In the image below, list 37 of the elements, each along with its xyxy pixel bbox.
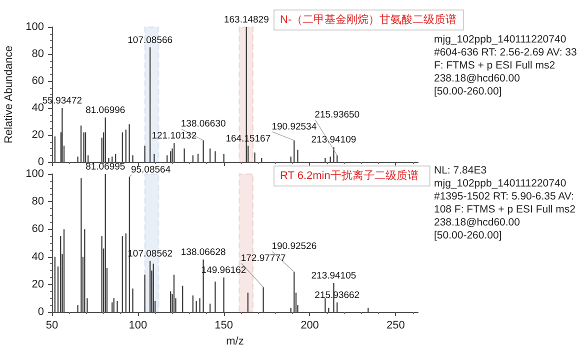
annotation: RT 6.2min干扰离子二级质谱: [280, 169, 418, 182]
x-tick-label: 100: [128, 320, 148, 332]
y-axis-title: Relative Abundance: [3, 46, 16, 144]
annotation: 81.06996: [86, 104, 126, 116]
annotation: 172.97777: [240, 253, 286, 264]
annotation: 95.08564: [130, 164, 171, 176]
x-axis-title: m/z: [226, 335, 244, 348]
annotation: 213.94109: [311, 134, 356, 146]
y-tick-label: 60: [32, 75, 44, 87]
annotation: 107.08566: [128, 34, 173, 46]
annotation: 215.93650: [314, 109, 360, 120]
x-tick-label: 150: [214, 320, 234, 332]
y-tick-label: 100: [26, 21, 44, 33]
text: N-（二甲基金刚烷）甘氨酸二级质谱: [280, 13, 457, 26]
x-tick-label: 200: [300, 320, 319, 332]
y-tick-label: 40: [32, 102, 44, 114]
x-tick-label: 250: [386, 320, 405, 332]
annotation: 213.94105: [311, 270, 356, 282]
annotation: 138.06630: [180, 118, 226, 130]
y-tick-label: 0: [38, 156, 44, 168]
text: mjg_102ppb_140111220740 #604-636 RT: 2.56-2.69 AV: 33 F: FTMS + p ESI Full ms2 238.18@hcd60.00 [50.00-260.00]: [434, 34, 580, 98]
y-tick-label: 80: [32, 196, 44, 208]
y-tick-label: 80: [32, 48, 44, 60]
y-tick-label: 20: [32, 129, 44, 141]
annotation: 190.92526: [272, 241, 317, 252]
y-tick-label: 60: [32, 223, 44, 236]
x-tick-label: 50: [46, 320, 58, 332]
annotation: 121.10132: [152, 130, 197, 142]
y-tick-label: 100: [26, 168, 44, 180]
text: NL: 7.84E3 mjg_102ppb_140111220740 #1395-1502 RT: 5.90-6.35 AV: 108 F: FTMS + p ESI Full ms2 238.18@hcd60.00 [50.00-260.00]: [434, 164, 578, 242]
y-tick-label: 40: [32, 250, 44, 263]
y-tick-label: 0: [38, 306, 44, 318]
annotation: 81.06995: [86, 162, 126, 172]
annotation: 138.06628: [180, 247, 226, 258]
annotation: 190.92534: [272, 121, 317, 132]
y-tick-label: 20: [32, 278, 44, 290]
annotation: 163.14829: [224, 14, 269, 26]
